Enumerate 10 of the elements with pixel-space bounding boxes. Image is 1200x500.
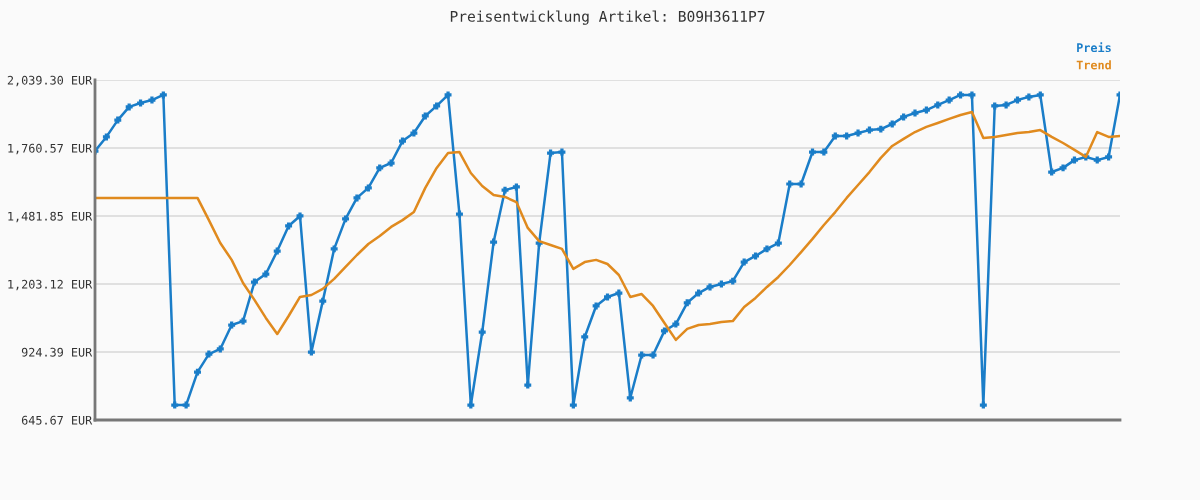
y-tick-label: 2,039.30 EUR <box>7 75 93 87</box>
y-tick-label: 1,203.12 EUR <box>8 279 93 291</box>
text: Preis <box>1077 42 1111 53</box>
y-tick-label: 1,481.85 EUR <box>8 211 93 223</box>
chart-title: Preisentwicklung Artikel: B09H3611P7 <box>450 10 765 25</box>
line-series <box>95 110 1120 342</box>
y-tick-label: 924.39 EUR <box>21 347 93 357</box>
y-tick-label: 1,760.57 EUR <box>8 143 93 155</box>
y-tick-label: 645.67 EUR <box>21 415 93 425</box>
text: Trend <box>1076 60 1111 70</box>
